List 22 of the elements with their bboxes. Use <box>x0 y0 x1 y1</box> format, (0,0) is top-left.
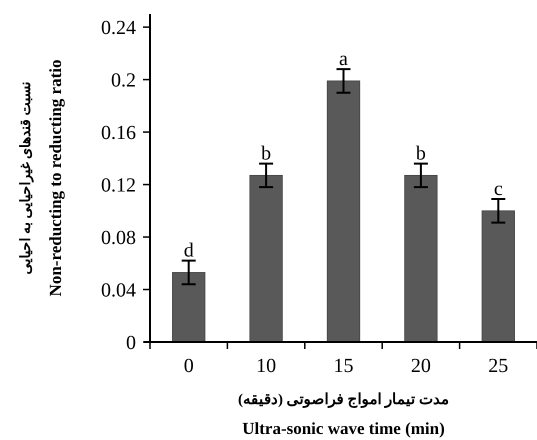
x-tick-label: 20 <box>410 355 431 377</box>
y-tick-label: 0.16 <box>101 122 136 144</box>
y-tick-label: 0.12 <box>101 174 136 197</box>
y-tick-label: 0 <box>126 332 136 354</box>
x-tick-label: 10 <box>256 355 276 377</box>
bar <box>326 80 360 342</box>
bar <box>404 174 438 342</box>
x-tick-label: 15 <box>334 355 354 377</box>
y-tick-label: 0.08 <box>101 227 136 250</box>
annotation: b <box>416 142 426 165</box>
x-tick-label: 25 <box>488 355 508 377</box>
bar <box>249 174 283 342</box>
annotation: b <box>261 142 272 165</box>
annotation: d <box>184 240 194 262</box>
bar <box>482 210 515 342</box>
annotation: c <box>494 178 503 200</box>
x-tick-label: 0 <box>184 355 194 377</box>
annotation: a <box>339 48 348 70</box>
y-tick-label: 0.24 <box>101 17 136 40</box>
y-tick-label: 0.04 <box>101 280 136 302</box>
bar <box>172 272 206 342</box>
y-tick-label: 0.2 <box>111 70 136 92</box>
